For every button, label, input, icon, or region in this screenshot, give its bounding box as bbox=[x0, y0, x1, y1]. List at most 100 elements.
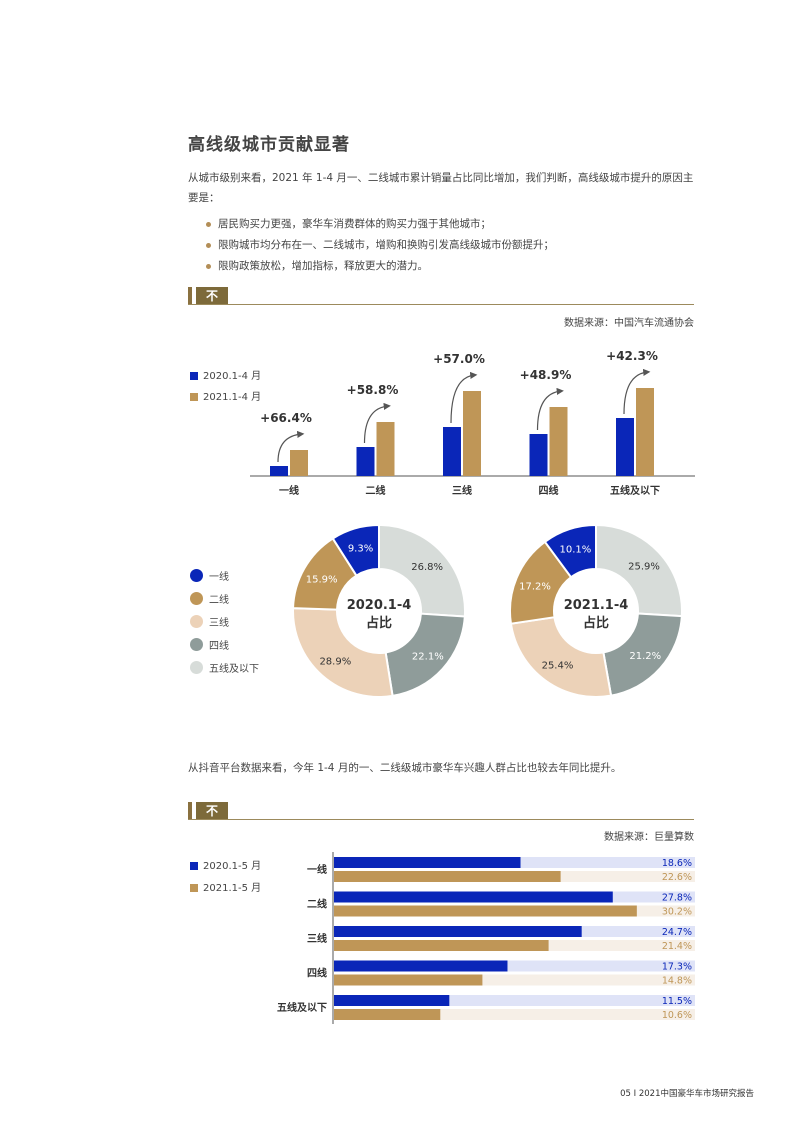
donut-slice bbox=[384, 612, 466, 698]
legend-2020: 2020.1-4 月 bbox=[190, 367, 261, 382]
growth-arrow bbox=[450, 371, 478, 424]
donut-chart-2020: 26.8% 22.1% 28.9% 15.9% 9.3% 2020.1-4 占比 bbox=[292, 523, 466, 698]
legend-label: 四线 bbox=[209, 641, 229, 652]
hbar-value-2020: 27.8% bbox=[662, 893, 692, 904]
hbar-2021 bbox=[334, 940, 549, 951]
hbar-value-2021: 21.4% bbox=[662, 941, 692, 952]
growth-label: +42.3% bbox=[606, 350, 658, 363]
bar-2021 bbox=[549, 407, 568, 476]
bar-2020 bbox=[443, 427, 461, 476]
x-tick-label: 四线 bbox=[539, 484, 559, 497]
legend-swatch-blue bbox=[190, 372, 198, 380]
legend-dot bbox=[190, 592, 203, 605]
donut-center-subtitle: 占比 bbox=[366, 615, 392, 631]
hbar-2021 bbox=[334, 905, 637, 917]
section1-title: 不同城市级别销量占比 bbox=[196, 287, 229, 465]
bar-2020 bbox=[270, 466, 288, 476]
x-tick-label: 一线 bbox=[279, 484, 299, 497]
slice-label: 15.9% bbox=[306, 574, 338, 585]
legend-swatch-gold bbox=[190, 393, 198, 401]
slice-label: 25.9% bbox=[628, 562, 660, 573]
hbar-value-2020: 11.5% bbox=[662, 996, 692, 1007]
legend-label: 2021.1-5 月 bbox=[203, 883, 262, 894]
section1-source: 数据来源：中国汽车流通协会 bbox=[564, 318, 694, 329]
track-2021 bbox=[334, 1009, 695, 1020]
intro-paragraph: 从城市级别来看，2021 年 1-4 月一、二线城市累计销量占比同比增加，我们判… bbox=[188, 172, 694, 204]
slice-label: 28.9% bbox=[319, 656, 351, 667]
section2-title: 不同城市级别兴趣人群占比 bbox=[196, 802, 229, 1016]
hbar-value-2021: 10.6% bbox=[662, 1010, 692, 1021]
x-tick-label: 三线 bbox=[452, 484, 472, 497]
donut-slice bbox=[509, 616, 613, 698]
hbar-value-2020: 17.3% bbox=[662, 962, 692, 973]
pie-legend: 一线二线三线四线五线及以下 bbox=[190, 564, 259, 679]
y-tick-label: 一线 bbox=[307, 863, 327, 876]
legend-2021: 2021.1-4 月 bbox=[190, 388, 261, 403]
donut-slice bbox=[292, 607, 394, 698]
legend-label: 2021.1-4 月 bbox=[203, 392, 262, 403]
legend-dot bbox=[190, 661, 203, 674]
donut-slice bbox=[378, 523, 466, 618]
bullet-list: 居民购买力更强，豪华车消费群体的购买力强于其他城市； 限购城市均分布在一、二线城… bbox=[206, 214, 554, 277]
legend-dot bbox=[190, 569, 203, 582]
legend-label: 2020.1-5 月 bbox=[203, 861, 262, 872]
interest-share-hbar-chart: 18.6% 22.6% 一线 27.8% 30.2% 二线 24.7% 21.4% 三线 17.3… bbox=[277, 852, 695, 1024]
legend-label: 二线 bbox=[209, 595, 229, 606]
page-heading: 高线级城市贡献显著 bbox=[188, 135, 350, 155]
pie-legend-item: 四线 bbox=[190, 633, 259, 656]
hbar-2021 bbox=[334, 974, 483, 986]
hbar-2021 bbox=[334, 1009, 441, 1020]
hbar-value-2020: 18.6% bbox=[662, 858, 692, 869]
growth-label: +57.0% bbox=[433, 352, 485, 366]
hbar-value-2020: 24.7% bbox=[662, 927, 692, 938]
donut-center-subtitle: 占比 bbox=[583, 615, 609, 631]
growth-label: +58.8% bbox=[347, 383, 399, 397]
slice-label: 10.1% bbox=[559, 544, 591, 555]
bar-2021 bbox=[290, 450, 308, 476]
hbar-2020 bbox=[334, 960, 508, 972]
bar-2021 bbox=[376, 422, 395, 476]
hbar-2020 bbox=[334, 995, 450, 1006]
section1-divider bbox=[188, 304, 694, 305]
legend-label: 一线 bbox=[209, 572, 229, 583]
bar-2020 bbox=[356, 447, 375, 476]
pie-legend-item: 三线 bbox=[190, 610, 259, 633]
slice-label: 9.3% bbox=[348, 544, 373, 555]
donut-center-title: 2021.1-4 bbox=[564, 598, 629, 613]
sales-share-bar-chart: 一线 +66.4% 二线 +58.8% 三线 +57.0% 四线 +48.9% 五线及以下 +42… bbox=[250, 350, 695, 497]
growth-label: +66.4% bbox=[260, 411, 312, 425]
legend-dot bbox=[190, 638, 203, 651]
donut-slice bbox=[543, 523, 597, 579]
slice-label: 21.2% bbox=[629, 651, 661, 662]
slice-label: 26.8% bbox=[411, 562, 443, 573]
track-2020 bbox=[334, 995, 695, 1006]
growth-arrow bbox=[536, 387, 564, 431]
x-tick-label: 五线及以下 bbox=[610, 484, 660, 497]
page-footer: 05 I 2021中国豪华车市场研究报告 bbox=[620, 1089, 754, 1099]
legend-label: 三线 bbox=[209, 618, 229, 629]
legend-swatch-gold bbox=[190, 884, 198, 892]
legend-dot bbox=[190, 615, 203, 628]
donut-slice bbox=[331, 523, 380, 577]
y-tick-label: 二线 bbox=[307, 898, 327, 911]
pie-legend-item: 五线及以下 bbox=[190, 656, 259, 679]
section2-divider bbox=[188, 819, 694, 820]
pie-legend-item: 二线 bbox=[190, 587, 259, 610]
bar-2020 bbox=[616, 418, 634, 476]
legend-2021-5: 2021.1-5 月 bbox=[190, 879, 261, 894]
section-marker bbox=[188, 802, 192, 820]
y-tick-label: 四线 bbox=[307, 967, 327, 980]
slice-label: 22.1% bbox=[412, 651, 444, 662]
hbar-value-2021: 30.2% bbox=[662, 907, 692, 918]
slice-label: 17.2% bbox=[519, 582, 551, 593]
hbar-2020 bbox=[334, 926, 582, 937]
bullet-item: 限购政策放松，增加指标，释放更大的潜力。 bbox=[206, 256, 554, 277]
bullet-item: 限购城市均分布在一、二线城市，增购和换购引发高线级城市份额提升； bbox=[206, 235, 554, 256]
track-2021 bbox=[334, 974, 695, 986]
y-tick-label: 三线 bbox=[307, 932, 327, 945]
donut-center-title: 2020.1-4 bbox=[347, 598, 412, 613]
hbar-2020 bbox=[334, 857, 521, 868]
growth-arrow bbox=[277, 430, 305, 463]
donut-slice bbox=[595, 523, 683, 618]
growth-arrow bbox=[363, 402, 391, 444]
